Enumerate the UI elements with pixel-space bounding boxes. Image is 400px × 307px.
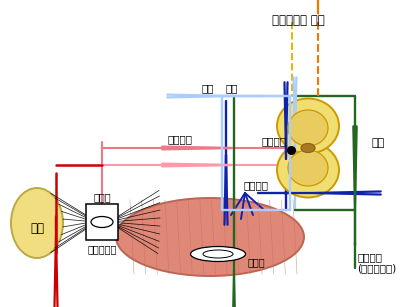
Text: 척수: 척수 [371, 138, 384, 148]
Ellipse shape [288, 150, 328, 186]
Text: 운동신경
(중운동신경): 운동신경 (중운동신경) [357, 252, 396, 274]
Ellipse shape [288, 110, 328, 146]
Text: 동적: 동적 [226, 83, 238, 93]
Text: 근방추: 근방추 [248, 257, 266, 267]
Bar [222, 96, 290, 210]
Text: 뇌로부터의 정보: 뇌로부터의 정보 [272, 14, 324, 27]
Text: 근방추: 근방추 [93, 192, 111, 202]
Ellipse shape [190, 247, 246, 262]
Text: 척수세포: 척수세포 [262, 136, 287, 146]
Ellipse shape [277, 99, 339, 154]
Text: 감각신경: 감각신경 [168, 134, 192, 144]
Ellipse shape [203, 250, 233, 258]
Text: 관절: 관절 [30, 221, 44, 235]
Ellipse shape [277, 142, 339, 197]
Ellipse shape [301, 143, 315, 153]
Bar [86, 204, 118, 240]
Text: 운동신경: 운동신경 [244, 180, 269, 190]
Text: 근건이행부: 근건이행부 [87, 244, 117, 254]
Ellipse shape [116, 198, 304, 276]
Ellipse shape [91, 216, 113, 227]
Text: 정적: 정적 [202, 83, 214, 93]
Ellipse shape [11, 188, 63, 258]
